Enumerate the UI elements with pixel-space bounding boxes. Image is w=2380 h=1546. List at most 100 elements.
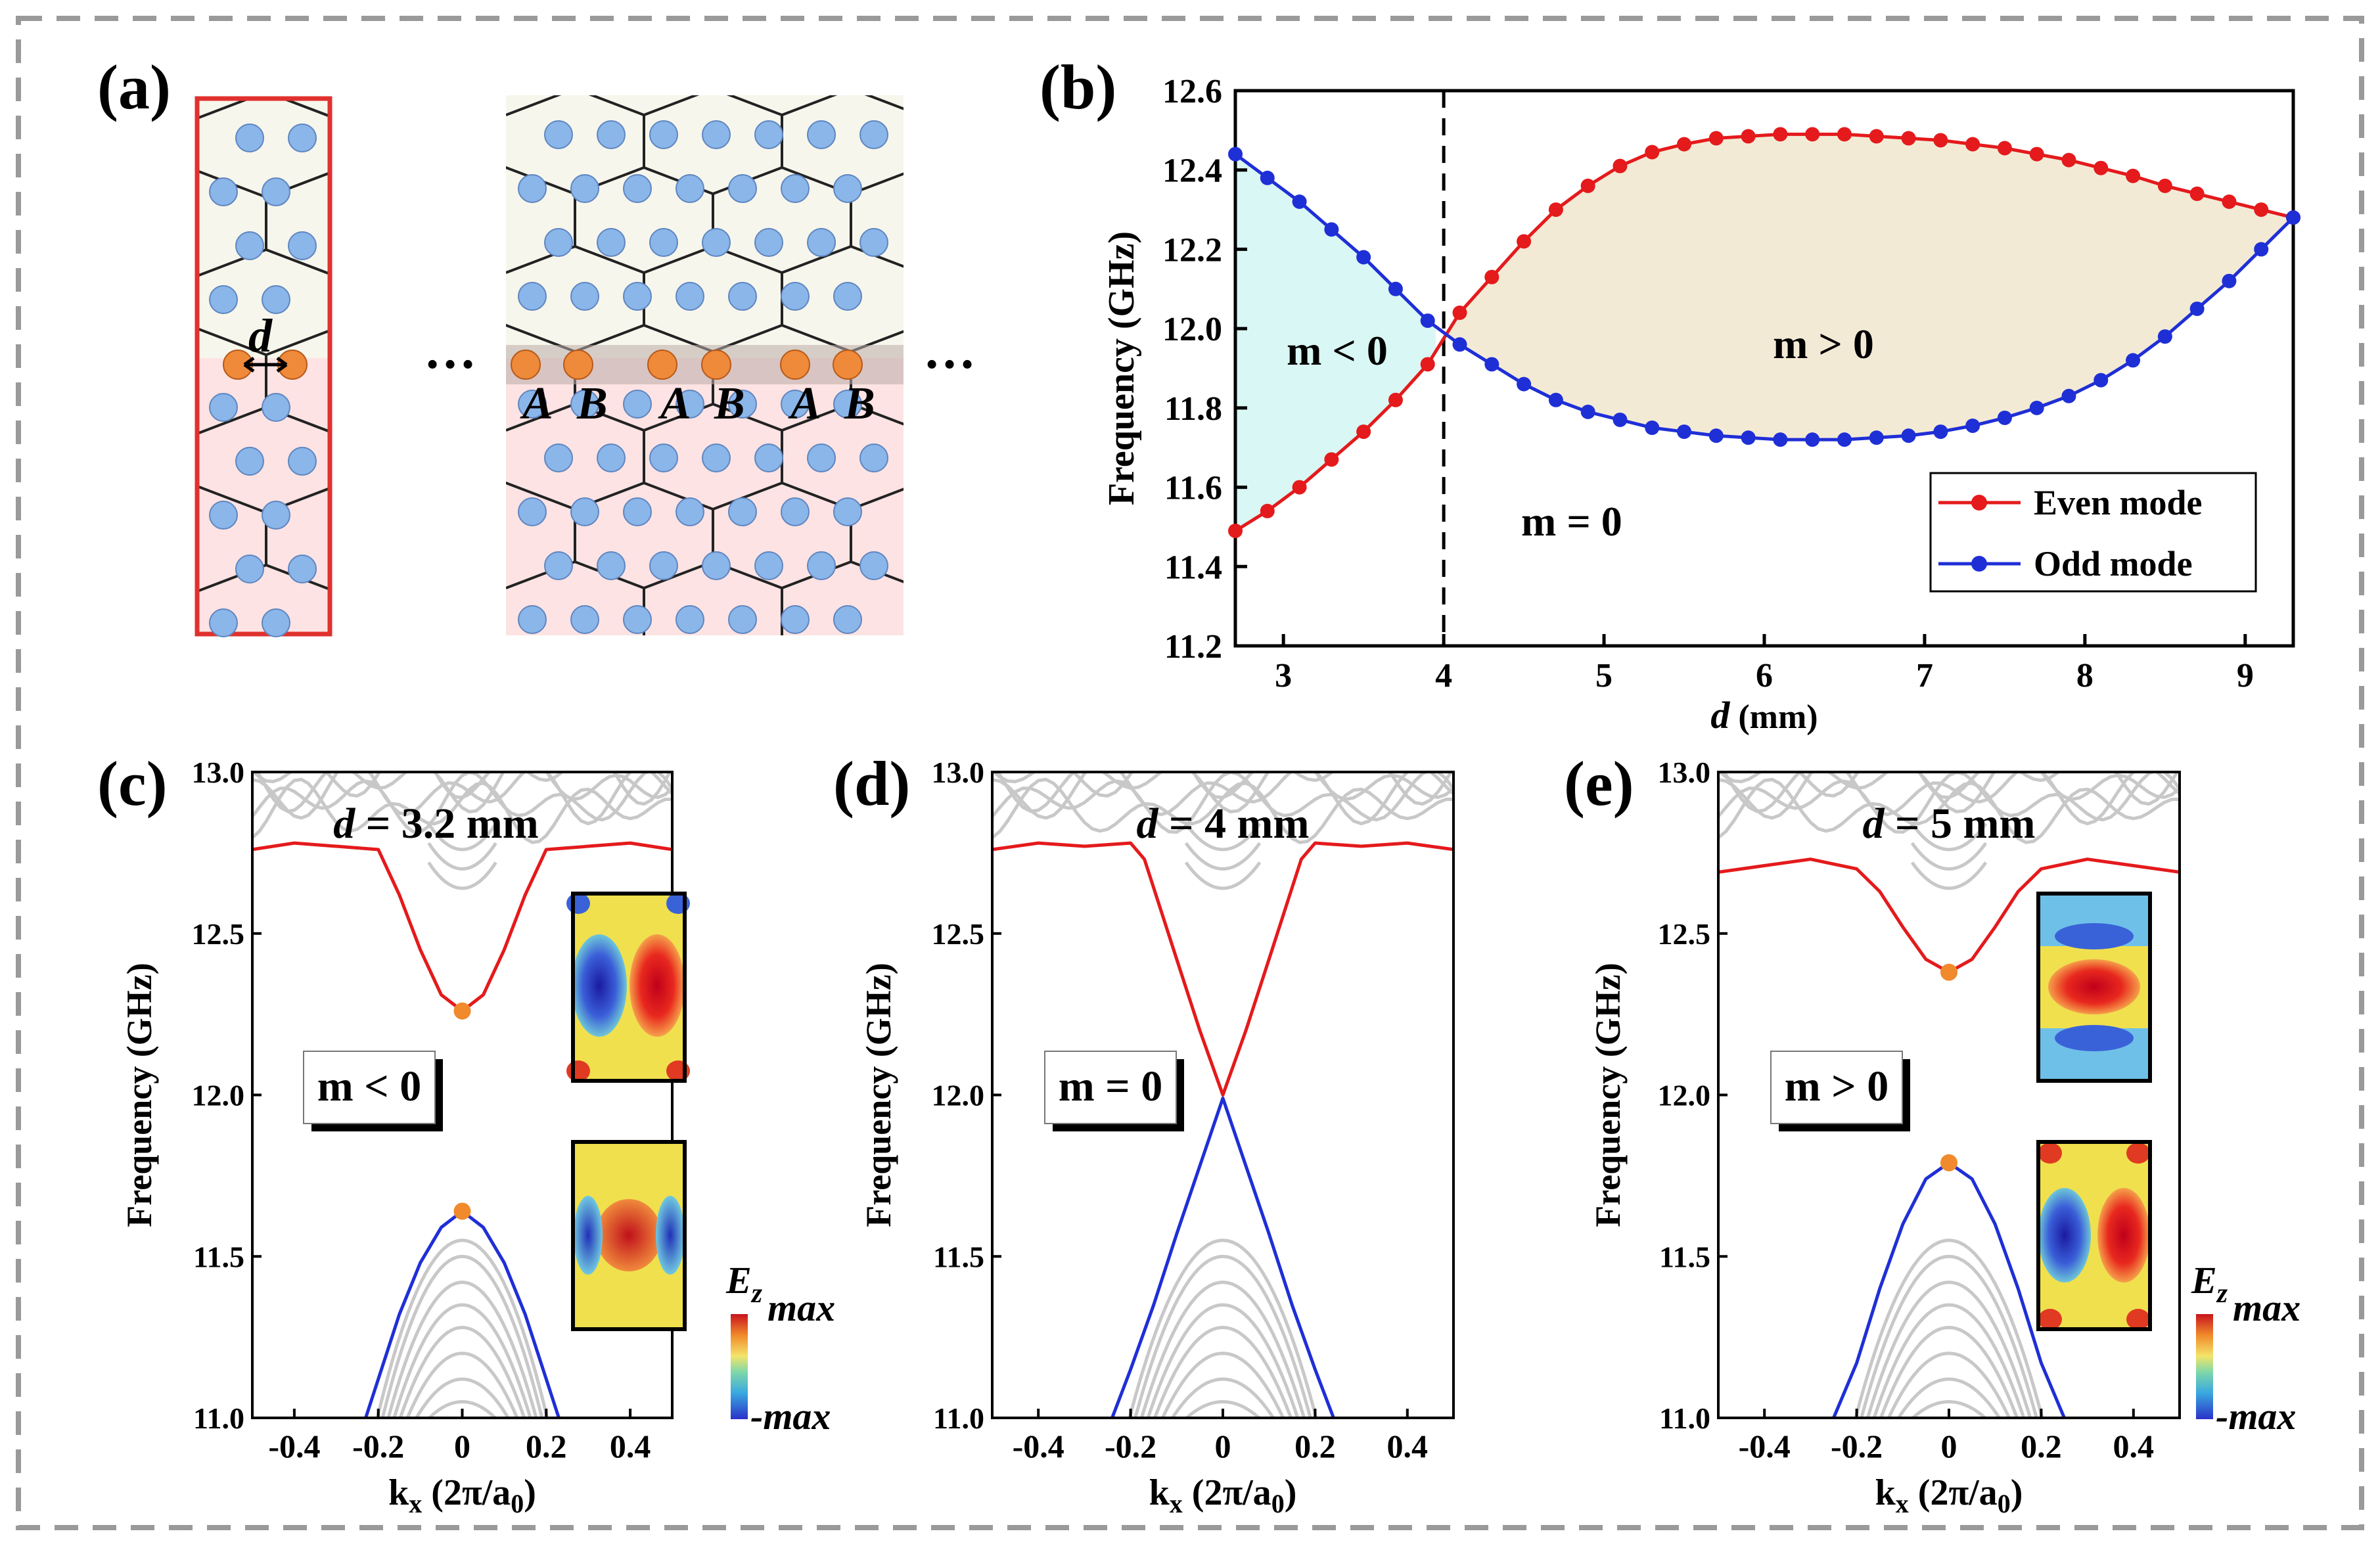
x-tick-label: 0 bbox=[1941, 1428, 1957, 1465]
odd-mode-point bbox=[1741, 430, 1756, 445]
odd-mode-point bbox=[2029, 400, 2044, 415]
lattice-rod bbox=[518, 282, 547, 311]
odd-mode-point bbox=[2286, 210, 2300, 225]
x-tick-label: -0.2 bbox=[1831, 1428, 1883, 1465]
x-tick-label: 0.4 bbox=[2113, 1428, 2155, 1465]
panel-a-lattice bbox=[195, 89, 1058, 719]
lattice-rod bbox=[728, 497, 757, 526]
panel-e-chart: d = 5 mm -0.4 -0.2 0 0.2 0.4 11.0 11.5 12.0 12.5 1… bbox=[1588, 756, 2181, 1518]
lattice-rod bbox=[262, 285, 290, 314]
lattice-rod bbox=[702, 551, 731, 580]
bulk-band-upper bbox=[1722, 772, 2180, 813]
even-mode-point bbox=[1997, 141, 2012, 156]
lattice-rod bbox=[859, 551, 888, 580]
lattice-rod bbox=[754, 551, 783, 580]
lattice-rod bbox=[597, 551, 626, 580]
panel-label-c: (c) bbox=[97, 748, 168, 819]
odd-mode-point bbox=[1420, 313, 1435, 329]
lattice-rod bbox=[859, 228, 888, 257]
panel-b-chart: 3 4 5 6 7 8 9 11.2 11.4 11.6 11.8 12.0 12.2 12.4 12.6 d… bbox=[1101, 73, 2300, 737]
odd-mode-point bbox=[1869, 430, 1884, 445]
lattice-rod bbox=[262, 608, 290, 637]
bulk-band-lower bbox=[380, 1254, 544, 1418]
lattice-rod bbox=[262, 393, 290, 422]
y-tick-label: 11.4 bbox=[1164, 549, 1222, 586]
lattice-rod bbox=[728, 605, 757, 634]
band-edge-marker bbox=[453, 1202, 471, 1220]
lattice-hex-edge bbox=[850, 330, 904, 353]
x-axis-label: d (mm) bbox=[1710, 694, 1818, 737]
even-mode-line bbox=[1234, 132, 2294, 533]
site-label-b1: B bbox=[576, 378, 608, 429]
lattice-rod bbox=[859, 443, 888, 472]
annotation-box bbox=[303, 1051, 436, 1124]
lattice-hex-edge bbox=[197, 405, 330, 435]
colorbar-e-max: max bbox=[2233, 1286, 2300, 1329]
interface-site bbox=[780, 350, 810, 380]
bulk-band-upper bbox=[995, 772, 1453, 813]
legend-frame bbox=[1929, 472, 2257, 593]
bulk-band-lower bbox=[1184, 1399, 1262, 1418]
even-mode-point bbox=[1645, 145, 1660, 160]
odd-mode-point bbox=[1708, 428, 1724, 443]
lattice-rod bbox=[597, 120, 626, 149]
x-tick-label: 5 bbox=[1595, 657, 1613, 694]
bulk-band-upper bbox=[1910, 861, 1988, 890]
y-tick-label: 11.2 bbox=[1164, 628, 1222, 666]
annotation-m-negative: m < 0 bbox=[1287, 327, 1388, 374]
lattice-rod bbox=[649, 120, 678, 149]
lattice-rod bbox=[262, 501, 290, 530]
lattice-rod bbox=[807, 228, 836, 257]
lattice-rod bbox=[235, 231, 264, 260]
legend-odd-marker bbox=[1971, 556, 1987, 572]
bulk-band-upper bbox=[252, 772, 672, 806]
even-mode-point bbox=[1837, 127, 1852, 142]
odd-mode-point bbox=[1388, 281, 1403, 296]
panel-title: d = 4 mm bbox=[1136, 800, 1309, 848]
y-axis-label: Frequency (GHz) bbox=[859, 963, 898, 1227]
bulk-band-upper bbox=[1718, 772, 2180, 826]
bulk-band-lower bbox=[405, 1352, 519, 1418]
odd-mode-point bbox=[1580, 404, 1595, 419]
band-region-positive bbox=[1444, 134, 2293, 440]
lattice-hex-edge bbox=[197, 484, 267, 565]
odd-mode-point bbox=[1452, 337, 1467, 352]
lattice-rod bbox=[623, 605, 652, 634]
lattice-rod bbox=[209, 285, 238, 314]
lattice-hex-edge bbox=[335, 250, 473, 329]
odd-mode-point bbox=[2222, 273, 2237, 288]
panel-title: d = 5 mm bbox=[1862, 800, 2035, 848]
lattice-rod bbox=[597, 228, 626, 257]
lattice-rod bbox=[623, 174, 652, 203]
y-axis-label: Frequency (GHz) bbox=[1588, 963, 1628, 1227]
lattice-rod bbox=[781, 497, 810, 526]
lattice-rod bbox=[781, 282, 810, 311]
lattice-rod bbox=[702, 120, 731, 149]
interface-site bbox=[833, 350, 863, 380]
bulk-band-upper bbox=[256, 772, 672, 813]
odd-mode-line bbox=[1234, 152, 2295, 442]
lattice-rod bbox=[833, 497, 862, 526]
lattice-hex-edge bbox=[712, 481, 852, 562]
y-tick-label: 13.0 bbox=[932, 756, 985, 789]
lattice-hex-edge bbox=[575, 641, 713, 719]
site-label-a1: A bbox=[520, 378, 553, 429]
lattice-rod bbox=[570, 282, 599, 311]
lattice-rod bbox=[754, 228, 783, 257]
lattice-rod bbox=[833, 174, 862, 203]
bulk-band-upper bbox=[1718, 772, 2180, 834]
lattice-rod bbox=[807, 551, 836, 580]
lattice-hex-edge bbox=[920, 89, 1058, 168]
band-region-negative bbox=[1235, 154, 1436, 531]
bulk-band-lower bbox=[398, 1325, 526, 1418]
lower-edge-band bbox=[364, 1209, 561, 1418]
odd-mode-point bbox=[1965, 419, 1980, 434]
panel-d-chart: d = 4 mm -0.4 -0.2 0 0.2 0.4 11.0 11.5 12.0 12.5 1… bbox=[859, 756, 1455, 1518]
field-inset-c-lower bbox=[571, 1140, 687, 1331]
bulk-band-lower bbox=[1865, 1281, 2032, 1418]
y-tick-label: 12.5 bbox=[1658, 917, 1711, 951]
lattice-rod bbox=[288, 447, 317, 476]
lattice-rod bbox=[781, 605, 810, 634]
bulk-band-upper bbox=[1910, 823, 1988, 852]
colorbar-e-title: Ez bbox=[2191, 1259, 2228, 1309]
